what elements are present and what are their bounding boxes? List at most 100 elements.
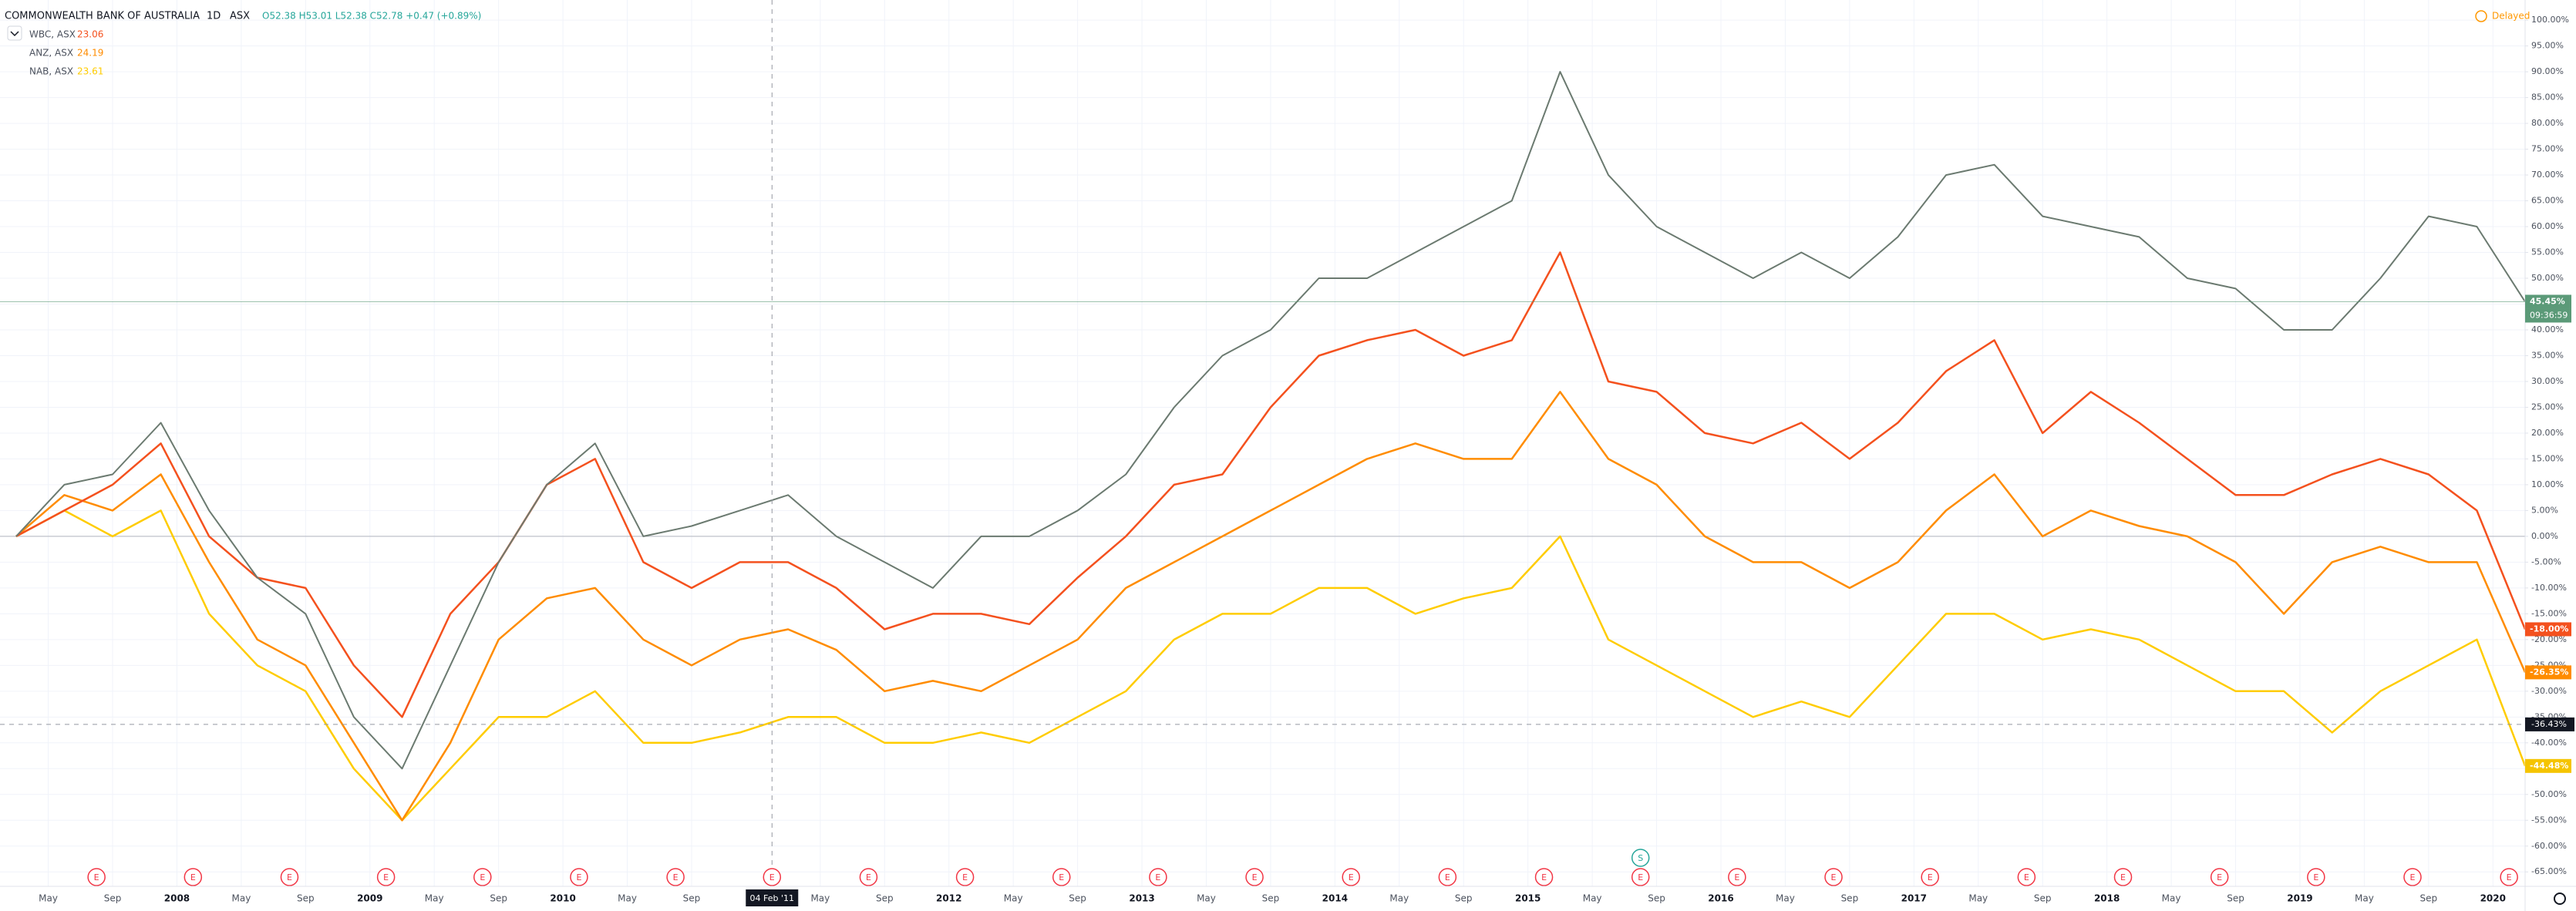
x-tick-label: May xyxy=(618,893,637,904)
x-tick-label: 2016 xyxy=(1708,893,1733,904)
y-tick-label: 100.00% xyxy=(2531,15,2569,25)
x-tick-label: Sep xyxy=(2420,893,2438,904)
series-line xyxy=(15,251,2527,718)
y-tick-label: -40.00% xyxy=(2531,738,2567,748)
x-tick-label: May xyxy=(2355,893,2374,904)
y-tick-label: 15.00% xyxy=(2531,453,2564,463)
last-value-label: -26.35% xyxy=(2530,667,2568,677)
y-tick-label: 5.00% xyxy=(2531,505,2558,515)
y-tick-label: 55.00% xyxy=(2531,247,2564,257)
y-tick-label: -55.00% xyxy=(2531,815,2567,825)
legend: COMMONWEALTH BANK OF AUSTRALIA 1D ASX O5… xyxy=(5,11,481,77)
split-marker xyxy=(1631,849,1650,867)
x-tick-label: 2010 xyxy=(550,893,575,904)
x-tick-label: May xyxy=(425,893,444,904)
x-tick-label: Sep xyxy=(490,893,507,904)
y-tick-label: -65.00% xyxy=(2531,866,2567,876)
y-tick-label: 90.00% xyxy=(2531,66,2564,76)
series-line xyxy=(15,509,2527,822)
x-tick-label: Sep xyxy=(2034,893,2052,904)
x-tick-label: May xyxy=(39,893,58,904)
earnings-label: E xyxy=(383,872,389,882)
earnings-label: E xyxy=(1928,872,1933,882)
earnings-label: E xyxy=(1541,872,1547,882)
x-tick-label: May xyxy=(1197,893,1216,904)
x-tick-label: Sep xyxy=(1262,893,1280,904)
y-tick-label: 0.00% xyxy=(2531,531,2558,541)
earnings-marker xyxy=(570,868,588,886)
x-tick-label: Sep xyxy=(2227,893,2244,904)
x-tick-label: Sep xyxy=(876,893,894,904)
ohlc: O52.38 H53.01 L52.38 C52.78 +0.47 (+0.89… xyxy=(262,11,481,22)
earnings-label: E xyxy=(2313,872,2318,882)
earnings-marker xyxy=(1921,868,1939,886)
status-text: Delayed xyxy=(2492,11,2530,22)
earnings-label: E xyxy=(866,872,871,882)
collapse-button[interactable] xyxy=(7,25,22,41)
settings-icon[interactable] xyxy=(2554,893,2566,905)
y-tick-label: 50.00% xyxy=(2531,273,2564,283)
x-tick-label: May xyxy=(1389,893,1409,904)
earnings-label: E xyxy=(769,872,775,882)
series-line xyxy=(15,71,2526,770)
earnings-label: E xyxy=(1734,872,1739,882)
y-tick-label: -60.00% xyxy=(2531,841,2567,851)
x-tick-label: May xyxy=(1583,893,1602,904)
earnings-label: E xyxy=(962,872,968,882)
earnings-marker xyxy=(1728,868,1746,886)
y-tick-label: 85.00% xyxy=(2531,92,2564,103)
earnings-marker xyxy=(1052,868,1071,886)
y-tick-label: 70.00% xyxy=(2531,170,2564,180)
earnings-label: E xyxy=(2120,872,2126,882)
earnings-label: E xyxy=(190,872,196,882)
exchange: ASX xyxy=(230,11,250,22)
x-tick-label: 2008 xyxy=(164,893,190,904)
last-value-box xyxy=(2525,758,2571,773)
last-value-label: -18.00% xyxy=(2530,624,2568,634)
earnings-marker xyxy=(1824,868,1843,886)
last-value-box xyxy=(2525,622,2571,637)
earnings-marker xyxy=(859,868,878,886)
earnings-marker xyxy=(473,868,492,886)
earnings-marker xyxy=(87,868,106,886)
last-value-label: -44.48% xyxy=(2530,761,2568,771)
x-tick-label: May xyxy=(810,893,830,904)
x-tick-label: 2015 xyxy=(1515,893,1541,904)
y-tick-label: -10.00% xyxy=(2531,583,2567,593)
earnings-label: E xyxy=(1638,872,1643,882)
earnings-label: E xyxy=(1155,872,1160,882)
x-tick-label: Sep xyxy=(1648,893,1665,904)
split-label: S xyxy=(1638,853,1643,863)
legend-name: WBC, ASX xyxy=(29,29,76,40)
x-tick-label: 2019 xyxy=(2287,893,2312,904)
legend-price: 23.06 xyxy=(77,29,103,40)
x-tick-label: 2012 xyxy=(936,893,961,904)
earnings-marker xyxy=(2500,868,2518,886)
earnings-label: E xyxy=(2217,872,2222,882)
earnings-marker xyxy=(184,868,203,886)
x-tick-label: Sep xyxy=(683,893,701,904)
last-value-box xyxy=(2525,665,2571,680)
earnings-marker xyxy=(1245,868,1264,886)
x-tick-label: May xyxy=(1968,893,1988,904)
earnings-label: E xyxy=(287,872,292,882)
x-tick-label: 2020 xyxy=(2480,893,2506,904)
x-tick-label: 2017 xyxy=(1901,893,1927,904)
last-value-label: 45.45% xyxy=(2530,296,2565,306)
earnings-marker xyxy=(1149,868,1167,886)
earnings-marker xyxy=(2307,868,2325,886)
x-tick-label: Sep xyxy=(1455,893,1473,904)
x-tick-label: 2009 xyxy=(357,893,382,904)
y-tick-label: 95.00% xyxy=(2531,41,2564,51)
earnings-label: E xyxy=(1445,872,1450,882)
earnings-label: E xyxy=(673,872,679,882)
y-tick-label: 30.00% xyxy=(2531,376,2564,386)
earnings-marker xyxy=(955,868,975,886)
settings[interactable] xyxy=(2554,893,2566,905)
earnings-marker xyxy=(666,868,685,886)
x-tick-label: Sep xyxy=(104,893,122,904)
y-tick-label: 65.00% xyxy=(2531,196,2564,206)
earnings-label: E xyxy=(1252,872,1258,882)
